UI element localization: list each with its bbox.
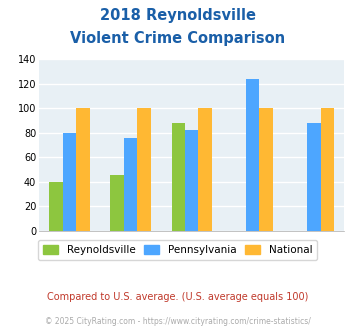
Bar: [321, 109, 334, 231]
Bar: [198, 109, 212, 231]
Text: © 2025 CityRating.com - https://www.cityrating.com/crime-statistics/: © 2025 CityRating.com - https://www.city…: [45, 317, 310, 326]
Bar: [171, 123, 185, 231]
Text: Compared to U.S. average. (U.S. average equals 100): Compared to U.S. average. (U.S. average …: [47, 292, 308, 302]
Text: Violent Crime Comparison: Violent Crime Comparison: [70, 31, 285, 46]
Bar: [260, 109, 273, 231]
Bar: [307, 123, 321, 231]
Text: 2018 Reynoldsville: 2018 Reynoldsville: [99, 8, 256, 23]
Bar: [76, 109, 90, 231]
Bar: [246, 79, 260, 231]
Bar: [185, 130, 198, 231]
Bar: [49, 182, 63, 231]
Bar: [124, 138, 137, 231]
Bar: [63, 133, 76, 231]
Bar: [137, 109, 151, 231]
Legend: Reynoldsville, Pennsylvania, National: Reynoldsville, Pennsylvania, National: [38, 240, 317, 260]
Bar: [110, 175, 124, 231]
